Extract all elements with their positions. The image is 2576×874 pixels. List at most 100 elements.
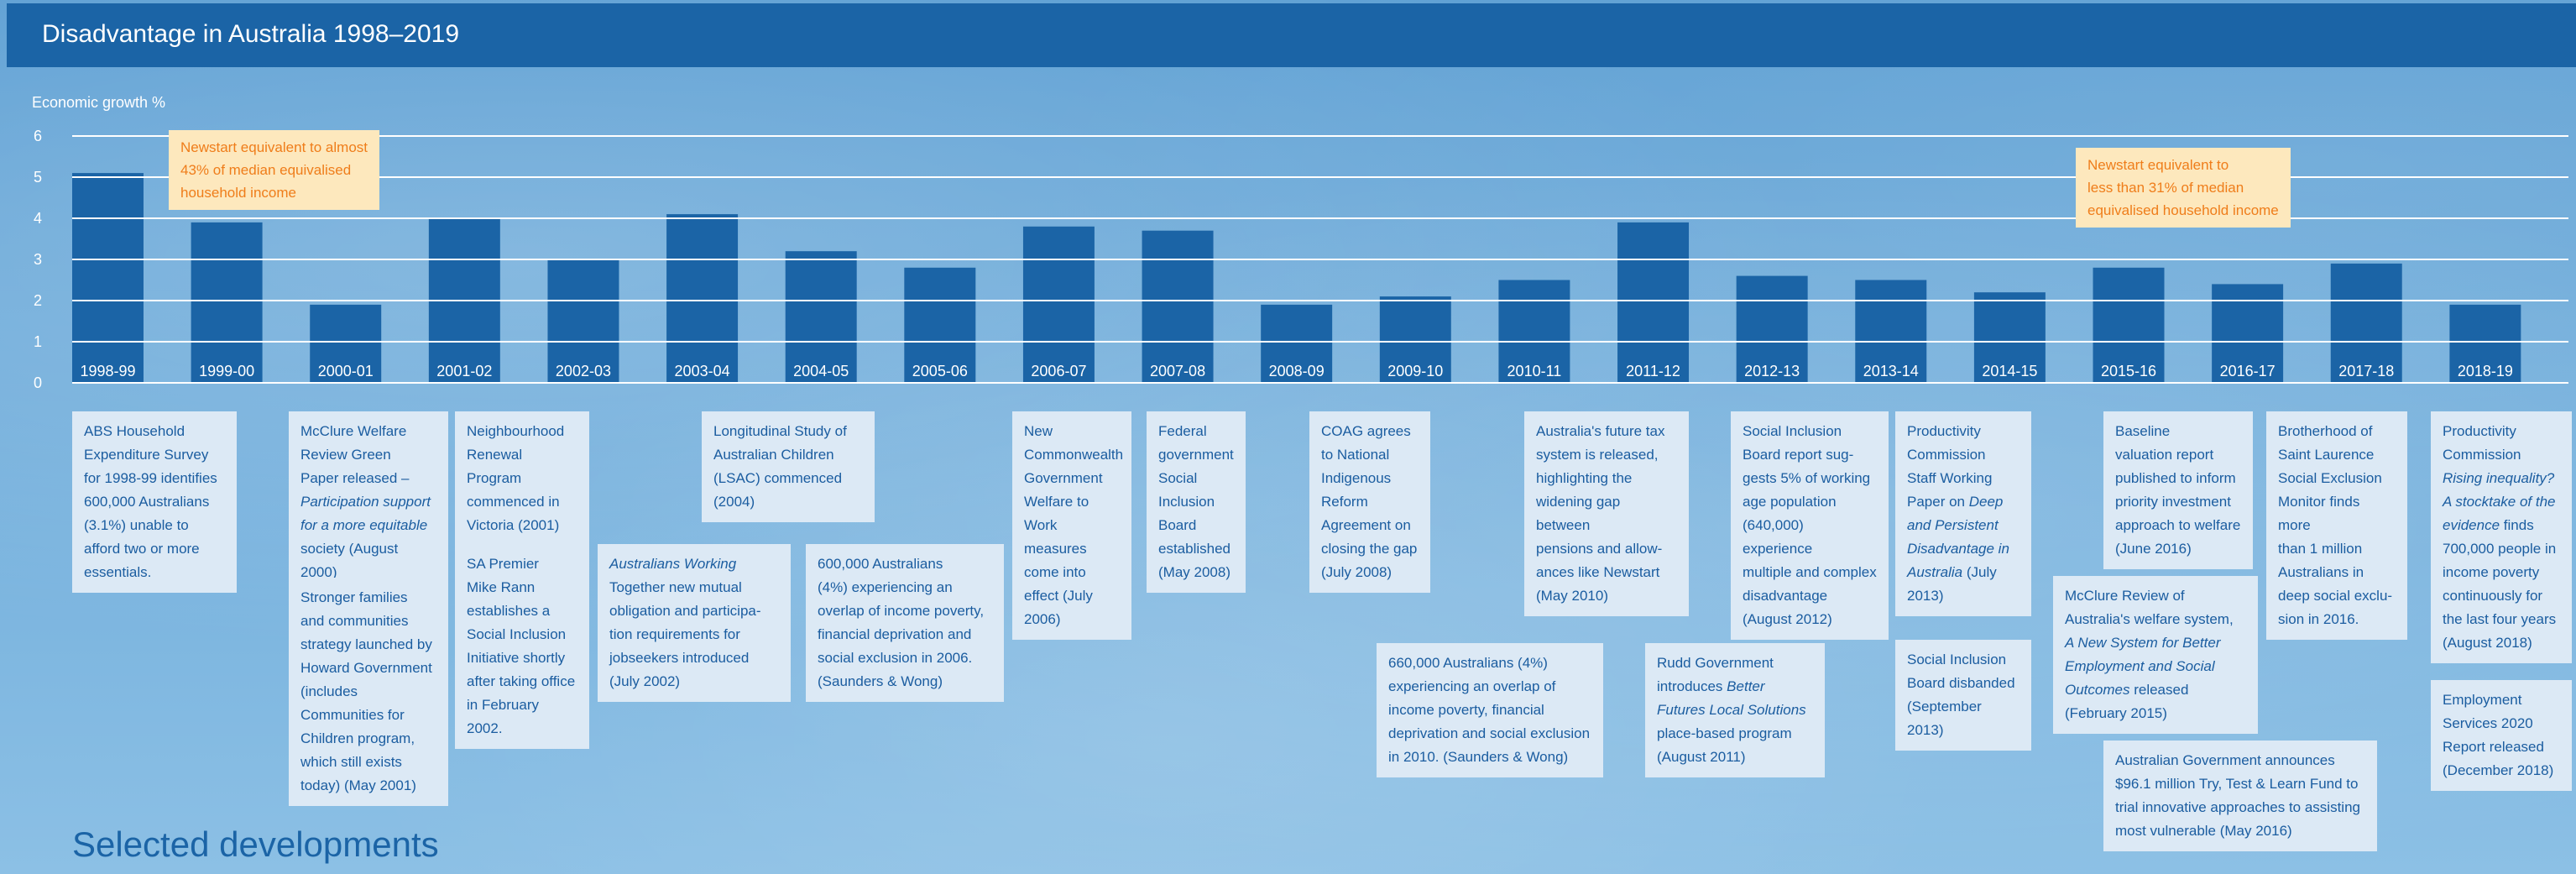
note-line: income poverty <box>2443 564 2540 580</box>
note-line: pensions and allow- <box>1536 541 1663 557</box>
note-line: come into <box>1024 564 1086 580</box>
note-line: Commission <box>1907 447 1986 463</box>
bar <box>1736 275 1808 383</box>
note-line: Commonwealth <box>1024 447 1124 463</box>
bar <box>547 259 619 383</box>
note-line: ances like Newstart <box>1536 564 1660 580</box>
note-line: A New System for Better <box>2065 635 2221 651</box>
note-line: than 1 million <box>2278 541 2363 557</box>
x-tick-label: 2006-07 <box>1031 363 1086 379</box>
note-line: establishes a <box>467 603 551 619</box>
note-mcclure-2000: McClure Welfare Review Green Paper relea… <box>289 411 448 593</box>
bar <box>666 214 739 383</box>
note-line: (August 2011) <box>1657 749 1746 765</box>
note-stronger-families: Stronger families and communities strate… <box>289 578 448 806</box>
bar <box>1973 292 2046 383</box>
callout-line: Newstart equivalent to <box>2087 157 2229 173</box>
note-line: (LSAC) commenced <box>713 470 843 486</box>
note-line: (July 2008) <box>1321 564 1393 580</box>
note-line: continuously for <box>2443 588 2543 604</box>
note-660k-overlap: 660,000 Australians (4%) experiencing an… <box>1377 643 1603 777</box>
note-line: experiencing an overlap of <box>1388 678 1556 694</box>
note-line: 2013) <box>1907 588 1944 604</box>
note-line: Australians in <box>2278 564 2364 580</box>
bar <box>2330 263 2402 383</box>
note-line: (Saunders & Wong) <box>818 673 943 689</box>
note-line: Monitor finds more <box>2278 494 2360 533</box>
note-line: Baseline <box>2115 423 2171 439</box>
note-line: Social Inclusion <box>1743 423 1842 439</box>
bar <box>191 222 263 383</box>
note-line: age population <box>1743 494 1837 510</box>
x-tick-label: 2010-11 <box>1507 363 1562 379</box>
note-line: 600,000 Australians <box>818 556 943 572</box>
note-line: Federal <box>1158 423 1207 439</box>
note-line: Agreement on <box>1321 517 1411 533</box>
y-tick-label: 2 <box>34 292 42 309</box>
bar <box>72 173 144 383</box>
y-tick-label: 4 <box>34 210 42 227</box>
x-tick-label: 2009-10 <box>1387 363 1443 379</box>
page-title: Disadvantage in Australia 1998–2019 <box>42 20 460 48</box>
x-tick-label: 2014-15 <box>1982 363 2037 379</box>
bar <box>310 304 382 383</box>
x-tick-label: 2005-06 <box>912 363 968 379</box>
note-pc-2018: Productivity Commission Rising inequalit… <box>2431 411 2572 663</box>
note-sa-premier: SA Premier Mike Rann establishes a Socia… <box>455 544 589 749</box>
note-line: effect (July <box>1024 588 1093 604</box>
note-bsl-monitor: Brotherhood of Saint Laurence Social Exc… <box>2266 411 2407 640</box>
note-sib-disbanded: Social Inclusion Board disbanded (Septem… <box>1895 640 2031 751</box>
note-line: the last four years <box>2443 611 2557 627</box>
note-line: (640,000) experience <box>1743 517 1813 557</box>
note-line: Australia's welfare system, <box>2065 611 2234 627</box>
note-line: Initiative shortly <box>467 650 566 666</box>
note-line: Australia's future tax <box>1536 423 1665 439</box>
note-line: Saint Laurence <box>2278 447 2375 463</box>
note-line: Social Inclusion <box>1907 652 2007 667</box>
bar <box>1379 296 1451 383</box>
callout-line: less than 31% of median <box>2087 180 2244 196</box>
note-line: Victoria (2001) <box>467 517 560 533</box>
note-line: Indigenous <box>1321 470 1392 486</box>
note-employment-services-2020: Employment Services 2020 Report released… <box>2431 680 2572 791</box>
x-tick-label: 2008-09 <box>1269 363 1325 379</box>
note-line: Productivity <box>1907 423 1981 439</box>
note-line: obligation and participa- <box>609 603 761 619</box>
bar <box>1855 280 1927 383</box>
x-tick-label: 1998-99 <box>80 363 135 379</box>
note-line: commenced in <box>467 494 560 510</box>
x-tick-label: 2013-14 <box>1863 363 1919 379</box>
note-line: 2006) <box>1024 611 1061 627</box>
note-line: Welfare to <box>1024 494 1089 510</box>
x-tick-label: 2003-04 <box>675 363 730 379</box>
note-line: $96.1 million Try, Test & Learn Fund to <box>2115 776 2359 792</box>
note-line: widening gap between <box>1536 494 1621 533</box>
note-line: sion in 2016. <box>2278 611 2359 627</box>
note-line: Neighbourhood <box>467 423 565 439</box>
note-line: closing the gap <box>1321 541 1418 557</box>
note-line: Productivity <box>2443 423 2516 439</box>
title-bar: Disadvantage in Australia 1998–2019 <box>7 3 2576 67</box>
y-tick-label: 0 <box>34 374 42 391</box>
note-line: strategy launched by <box>300 636 432 652</box>
note-line: trial innovative approaches to assisting <box>2115 799 2360 815</box>
note-line: Together new mutual <box>609 579 742 595</box>
note-line: social exclusion in 2006. <box>818 650 973 666</box>
note-line: (July 2002) <box>609 673 681 689</box>
note-line: (September 2013) <box>1907 699 1982 738</box>
note-line: Longitudinal Study of <box>713 423 847 439</box>
note-line: Board <box>1158 517 1197 533</box>
note-line: (May 2010) <box>1536 588 1608 604</box>
note-line: system is released, <box>1536 447 1659 463</box>
y-tick-label: 3 <box>34 251 42 268</box>
note-line: 600,000 Australians <box>84 494 210 510</box>
note-line: priority investment <box>2115 494 2231 510</box>
y-tick-label: 6 <box>34 128 42 144</box>
note-sib-established: Federal government Social Inclusion Boar… <box>1147 411 1246 593</box>
callout-line: equivalised household income <box>2087 202 2279 218</box>
note-line: deprivation and social exclusion <box>1388 725 1591 741</box>
x-tick-label: 2011-12 <box>1626 363 1680 379</box>
note-line: after taking office <box>467 673 576 689</box>
note-line: place-based program <box>1657 725 1792 741</box>
x-tick-label: 2017-18 <box>2338 363 2394 379</box>
